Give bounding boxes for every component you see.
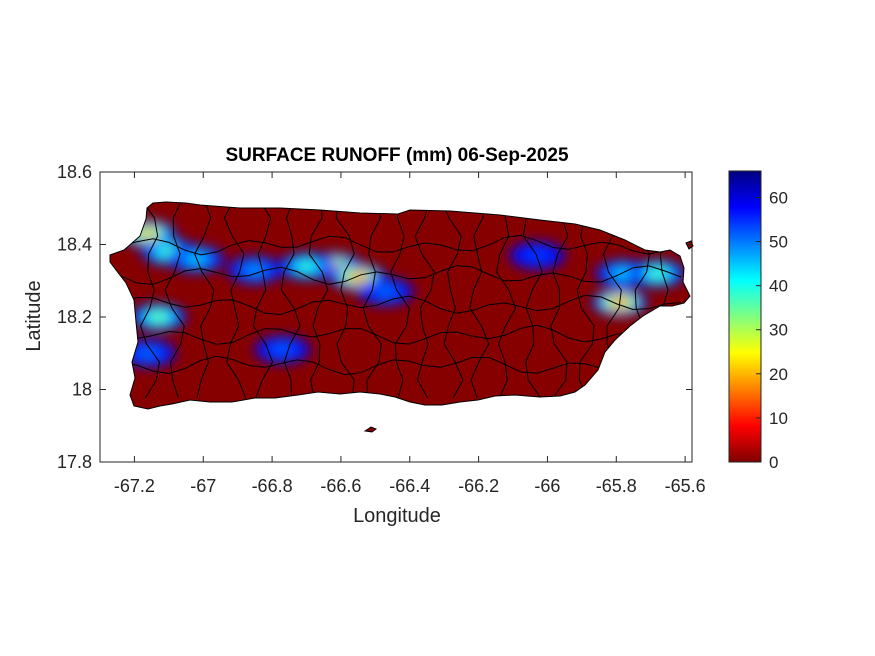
municipality-border — [335, 202, 355, 399]
municipality-border — [194, 202, 215, 399]
colorbar — [728, 170, 762, 463]
plot-title: SURFACE RUNOFF (mm) 06-Sep-2025 — [225, 145, 569, 166]
y-tick-label: 18.4 — [57, 235, 92, 255]
x-tick-label: -67.2 — [114, 476, 155, 496]
municipality-border — [110, 294, 682, 316]
municipality-border — [548, 202, 569, 399]
y-axis-label: Latitude — [23, 280, 45, 351]
y-tick-label: 18.2 — [57, 307, 92, 327]
municipality-border — [110, 265, 682, 285]
municipality-border — [522, 202, 543, 399]
x-axis-ticks: -67.2 -67 -66.8 -66.6 -66.4 -66.2 -66 -65.8 -65.… — [114, 172, 706, 496]
runoff-hotspot — [130, 303, 187, 331]
municipality-border — [280, 202, 301, 399]
y-tick-label: 18 — [72, 380, 92, 400]
x-tick-label: -67 — [190, 476, 216, 496]
municipality-border — [110, 354, 682, 376]
x-tick-label: -66.2 — [458, 476, 499, 496]
municipality-border — [223, 202, 247, 399]
municipality-border — [469, 202, 490, 399]
municipality-border — [164, 202, 185, 399]
x-tick-label: -66.8 — [252, 476, 293, 496]
runoff-hotspot — [509, 241, 566, 270]
colorbar-tick-label: 10 — [769, 409, 788, 428]
municipality-border — [390, 202, 410, 399]
runoff-hotspot — [629, 259, 686, 288]
runoff-hotspot — [357, 277, 414, 306]
municipality-border — [110, 324, 682, 345]
municipality-border — [252, 202, 274, 399]
x-axis-label: Longitude — [353, 505, 441, 527]
municipality-border — [441, 202, 464, 399]
colorbar-tick-label: 40 — [769, 277, 788, 296]
colorbar-tick-label: 0 — [769, 453, 778, 472]
colorbar-ticks: 60 50 40 30 20 10 0 — [756, 188, 788, 472]
vieques-fragment — [363, 426, 378, 433]
x-tick-label: -66.4 — [389, 476, 430, 496]
x-tick-label: -66.6 — [320, 476, 361, 496]
runoff-hotspot — [226, 255, 283, 284]
municipality-boundaries — [110, 202, 682, 399]
coastline — [109, 201, 691, 410]
municipality-border — [140, 202, 160, 399]
colorbar-tick-label: 50 — [769, 233, 788, 252]
municipality-border — [110, 234, 682, 256]
colorbar-tick-label: 30 — [769, 321, 788, 340]
runoff-hotspot — [278, 252, 335, 281]
y-tick-label: 18.6 — [57, 162, 92, 182]
runoff-hotspot — [254, 335, 311, 364]
x-tick-label: -65.8 — [596, 476, 637, 496]
map-layer — [109, 201, 694, 433]
x-tick-label: -66 — [534, 476, 560, 496]
colorbar-tick-label: 60 — [769, 188, 788, 207]
municipality-border — [576, 202, 595, 399]
y-tick-label: 17.8 — [57, 452, 92, 472]
municipality-border — [308, 202, 329, 399]
x-tick-label: -65.6 — [665, 476, 706, 496]
colorbar-tick-label: 20 — [769, 365, 788, 384]
y-axis-ticks: 18.6 18.4 18.2 18 17.8 — [57, 162, 692, 472]
